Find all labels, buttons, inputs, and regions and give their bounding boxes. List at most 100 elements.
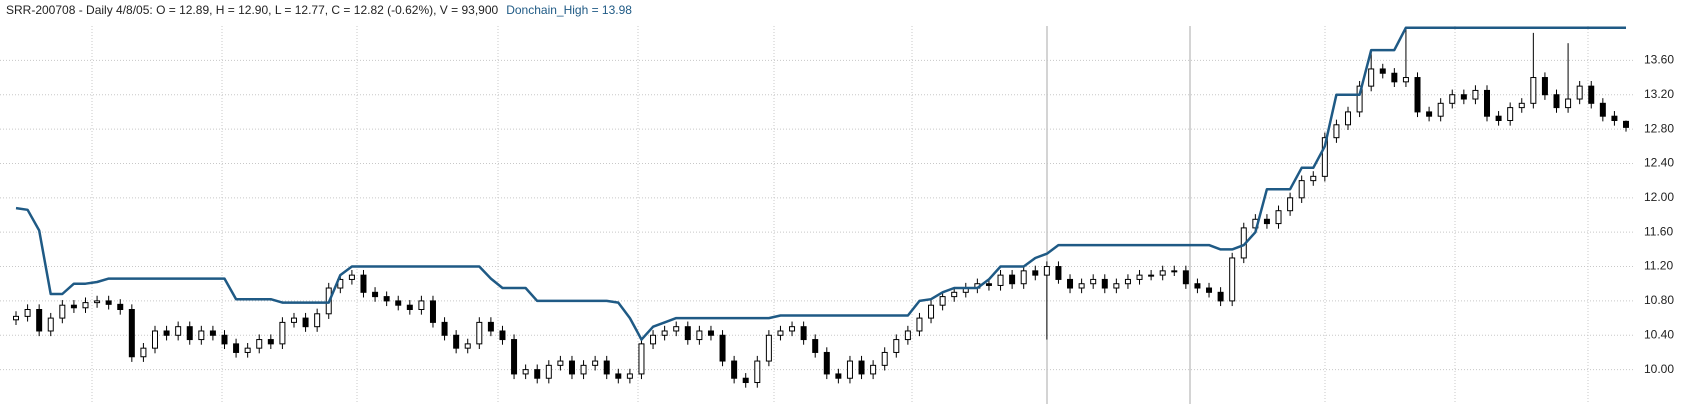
candle-body — [476, 321, 483, 345]
candle-body — [823, 351, 830, 375]
candle-body — [314, 313, 321, 328]
candle-body — [429, 300, 436, 323]
candle-body — [233, 343, 240, 353]
y-tick-label: 13.20 — [1644, 87, 1674, 101]
candle-body — [221, 334, 228, 345]
candle-body — [1495, 115, 1502, 121]
candle-body — [765, 334, 772, 362]
candle-body — [1194, 283, 1201, 289]
y-tick-label: 10.40 — [1644, 327, 1674, 341]
candle-body — [302, 317, 309, 328]
candle-body — [997, 274, 1004, 286]
candle-body — [1310, 175, 1317, 182]
candle-body — [1159, 270, 1166, 276]
candle-body — [1460, 94, 1467, 100]
candle-body — [1020, 270, 1027, 285]
candle-body — [499, 330, 506, 341]
candle-body — [163, 330, 170, 336]
candle-body — [464, 343, 471, 349]
candle-body — [453, 334, 460, 349]
candle-body — [1009, 274, 1016, 285]
candle-body — [568, 360, 575, 375]
candle-body — [1136, 274, 1143, 280]
candle-body — [1623, 120, 1629, 128]
candle-body — [522, 369, 529, 375]
candle-body — [1507, 107, 1514, 122]
candle-body — [1298, 180, 1305, 199]
candle-body — [198, 330, 205, 341]
candle-body — [985, 283, 992, 286]
candle-body — [256, 339, 263, 349]
candle-body — [1124, 278, 1131, 285]
candle-body — [545, 364, 552, 379]
candle-body — [1043, 266, 1050, 276]
candle-body — [1345, 111, 1352, 126]
candle-body — [1275, 210, 1282, 225]
candle-body — [290, 317, 297, 323]
candle-body — [731, 360, 738, 379]
candle-body — [1541, 77, 1548, 96]
candle-body — [742, 377, 749, 384]
candle-body — [812, 339, 819, 353]
candle-body — [603, 360, 610, 375]
candle-body — [59, 304, 66, 319]
candle-body — [94, 300, 101, 304]
candle-body — [186, 326, 193, 341]
candle-body — [117, 303, 124, 311]
candle-body — [47, 317, 54, 332]
y-tick-label: 12.80 — [1644, 121, 1674, 135]
candle-body — [1414, 77, 1421, 113]
candle-body — [267, 339, 274, 345]
candle-body — [580, 364, 587, 375]
candle-body — [1287, 197, 1294, 212]
candle-body — [105, 300, 112, 305]
candle-body — [846, 360, 853, 379]
candle-body — [777, 330, 784, 336]
candle-body — [1263, 218, 1270, 225]
candle-body — [1229, 257, 1236, 302]
candle-body — [789, 326, 796, 332]
candle-body — [1055, 266, 1062, 280]
candle-body — [244, 347, 251, 353]
candle-body — [24, 309, 31, 317]
candle-body — [279, 321, 286, 345]
candle-body — [36, 309, 43, 332]
candle-body — [1588, 85, 1595, 104]
candle-body — [835, 373, 842, 379]
candle-body — [511, 339, 518, 375]
candle-body — [1565, 98, 1572, 109]
candle-body — [1391, 72, 1398, 83]
candle-body — [1611, 115, 1618, 121]
candle-body — [1148, 274, 1155, 277]
candle-body — [348, 274, 355, 280]
candle-body — [1032, 270, 1039, 276]
candle-body — [1078, 283, 1085, 289]
candle-body — [1530, 77, 1537, 104]
candle-body — [441, 321, 448, 336]
candle-body — [881, 351, 888, 366]
candle-body — [175, 326, 182, 336]
candle-body — [13, 315, 19, 321]
candle-body — [209, 330, 216, 336]
candle-body — [1426, 111, 1433, 117]
candle-body — [1321, 137, 1328, 177]
candle-body — [1379, 68, 1386, 74]
candle-body — [650, 334, 657, 345]
candle-body — [151, 330, 158, 349]
candle-body — [661, 330, 668, 336]
candle-body — [1576, 85, 1583, 100]
candle-body — [1206, 287, 1213, 293]
chart-title: SRR-200708 - Daily 4/8/05: O = 12.89, H … — [6, 3, 499, 17]
candle-body — [1171, 270, 1178, 273]
candle-body — [372, 291, 379, 298]
y-tick-label: 10.00 — [1644, 362, 1674, 376]
candle-body — [696, 330, 703, 341]
candle-body — [1402, 77, 1409, 83]
candle-body — [395, 300, 402, 306]
candle-body — [951, 291, 958, 298]
candle-body — [916, 317, 923, 332]
candle-body — [1217, 291, 1224, 302]
candle-body — [638, 343, 645, 375]
y-tick-label: 11.60 — [1644, 224, 1673, 238]
candle-body — [893, 339, 900, 353]
